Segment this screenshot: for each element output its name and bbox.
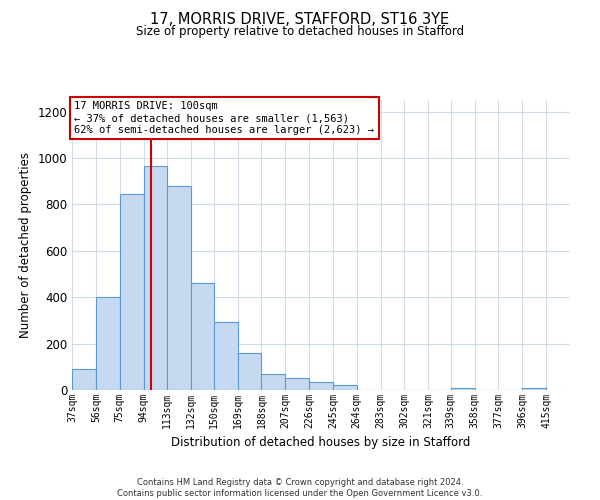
Bar	[72, 369, 96, 390]
Bar	[191, 284, 214, 390]
Bar	[285, 378, 309, 390]
Bar	[143, 166, 167, 390]
Bar	[119, 194, 143, 390]
Bar	[167, 186, 191, 390]
Text: 17, MORRIS DRIVE, STAFFORD, ST16 3YE: 17, MORRIS DRIVE, STAFFORD, ST16 3YE	[151, 12, 449, 28]
Bar	[214, 322, 238, 390]
Bar	[238, 353, 262, 390]
Bar	[523, 388, 546, 390]
Text: Contains HM Land Registry data © Crown copyright and database right 2024.
Contai: Contains HM Land Registry data © Crown c…	[118, 478, 482, 498]
Bar	[262, 374, 285, 390]
Bar	[96, 297, 119, 390]
Bar	[309, 382, 333, 390]
Text: Size of property relative to detached houses in Stafford: Size of property relative to detached ho…	[136, 25, 464, 38]
X-axis label: Distribution of detached houses by size in Stafford: Distribution of detached houses by size …	[172, 436, 470, 450]
Text: 17 MORRIS DRIVE: 100sqm
← 37% of detached houses are smaller (1,563)
62% of semi: 17 MORRIS DRIVE: 100sqm ← 37% of detache…	[74, 102, 374, 134]
Bar	[451, 388, 475, 390]
Y-axis label: Number of detached properties: Number of detached properties	[19, 152, 32, 338]
Bar	[333, 386, 357, 390]
